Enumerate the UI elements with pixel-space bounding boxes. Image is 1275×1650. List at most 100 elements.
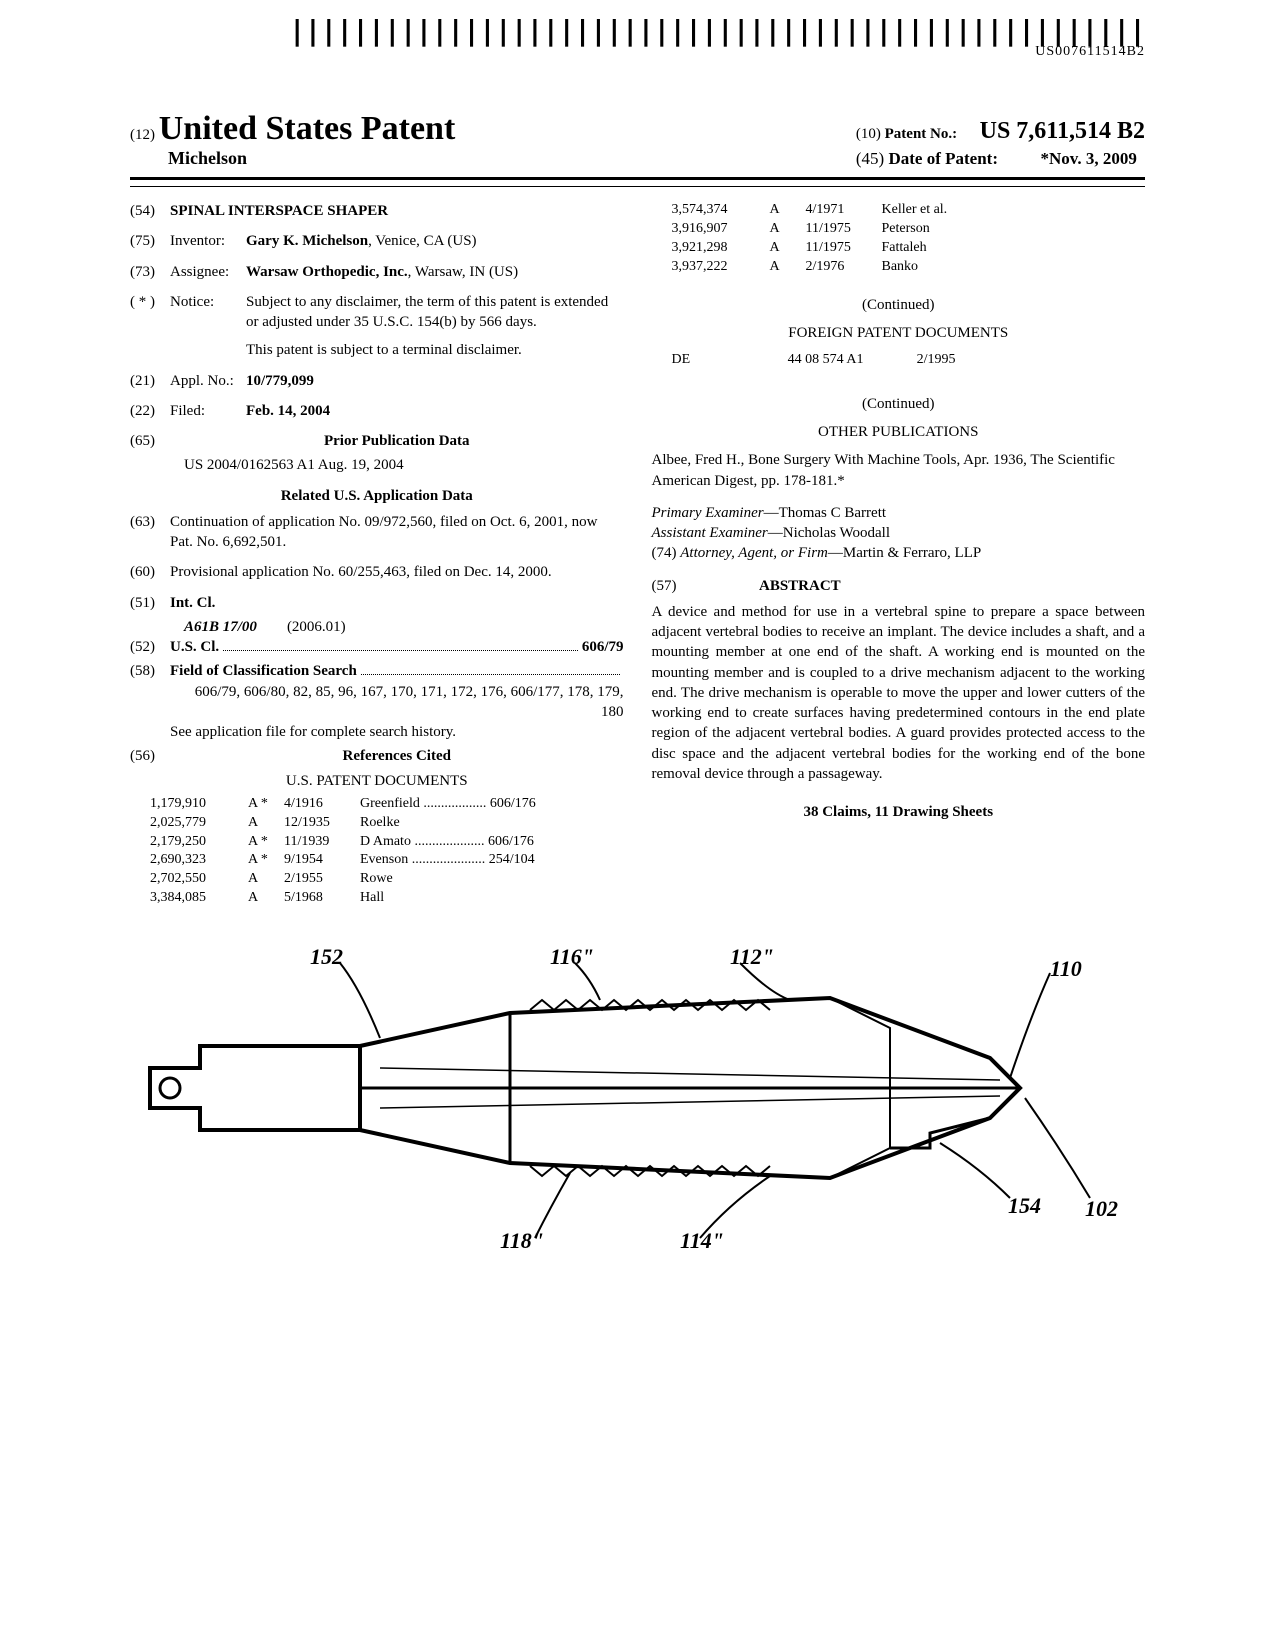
ref-name: Evenson ..................... 254/104 — [360, 851, 624, 870]
prior-pub-label: Prior Publication Data — [324, 433, 470, 449]
field-58-body: Field of Classification Search 606/79, 6… — [170, 661, 624, 742]
table-row: 3,921,298A11/1975Fattaleh — [672, 239, 1146, 258]
header-left: (12) United States Patent Michelson — [130, 110, 455, 169]
field-num: (52) — [130, 637, 170, 657]
foreign-head: FOREIGN PATENT DOCUMENTS — [652, 323, 1146, 343]
header-right: (10) Patent No.: US 7,611,514 B2 (45) Da… — [856, 118, 1145, 169]
abstract-body: A device and method for use in a vertebr… — [652, 602, 1146, 784]
foreign-docs: DE 44 08 574 A1 2/1995 — [672, 351, 1146, 370]
focs-values: 606/79, 606/80, 82, 85, 96, 167, 170, 17… — [170, 682, 624, 723]
fig-label-112: 112" — [730, 944, 774, 970]
atty-num: (74) — [652, 545, 677, 561]
assistant-examiner: Assistant Examiner—Nicholas Woodall — [652, 523, 1146, 543]
ref-kind: A — [248, 870, 272, 889]
table-row: 3,916,907A11/1975Peterson — [672, 220, 1146, 239]
int-cl-line: A61B 17/00 (2006.01) — [184, 617, 624, 637]
table-row: 3,574,374A4/1971Keller et al. — [672, 201, 1146, 220]
provisional-text: Provisional application No. 60/255,463, … — [170, 562, 624, 582]
ref-name: Keller et al. — [882, 201, 1146, 220]
ref-name: Fattaleh — [882, 239, 1146, 258]
rule-thick — [130, 177, 1145, 180]
field-num: ( * ) — [130, 292, 170, 361]
ref-name: Hall — [360, 889, 624, 908]
figure-svg — [130, 938, 1145, 1258]
fig-label-152: 152 — [310, 944, 343, 970]
filed-date: Feb. 14, 2004 — [246, 401, 624, 421]
field-label: Appl. No.: — [170, 371, 246, 391]
field-notice: ( * ) Notice: Subject to any disclaimer,… — [130, 292, 624, 361]
inventor-name: Gary K. Michelson — [246, 233, 368, 249]
fig-label-102: 102 — [1085, 1196, 1118, 1222]
barcode-block: ||||||||||||||||||||||||||||||||||||||||… — [289, 20, 1145, 60]
ref-date: 5/1968 — [284, 889, 348, 908]
patent-author: Michelson — [168, 148, 455, 169]
field-num: (54) — [130, 201, 170, 221]
body-columns: (54) SPINAL INTERSPACE SHAPER (75) Inven… — [130, 201, 1145, 908]
ref-date: 11/1939 — [284, 833, 348, 852]
assignee-value: Warsaw Orthopedic, Inc., Warsaw, IN (US) — [246, 262, 624, 282]
code-12: (12) — [130, 127, 155, 143]
asst-label: Assistant Examiner — [652, 525, 768, 541]
continued-1: (Continued) — [652, 295, 1146, 315]
field-num: (56) — [130, 746, 170, 766]
ref-num: 3,937,222 — [672, 258, 758, 277]
left-column: (54) SPINAL INTERSPACE SHAPER (75) Inven… — [130, 201, 624, 908]
ref-date: 12/1935 — [284, 814, 348, 833]
ref-num: 2,690,323 — [150, 851, 236, 870]
ref-name: Banko — [882, 258, 1146, 277]
field-56: (56) References Cited — [130, 746, 624, 766]
field-22: (22) Filed: Feb. 14, 2004 — [130, 401, 624, 421]
ref-num: 3,574,374 — [672, 201, 758, 220]
atty-name: —Martin & Ferraro, LLP — [828, 545, 981, 561]
patent-figure: 152 116" 112" 110 118" 114" 154 102 — [130, 938, 1145, 1258]
patno-label: Patent No.: — [885, 126, 957, 142]
foreign-num: 44 08 574 A1 — [724, 351, 864, 370]
ref-kind: A — [248, 889, 272, 908]
field-num: (58) — [130, 661, 170, 742]
assignee-name: Warsaw Orthopedic, Inc. — [246, 264, 408, 280]
atty-label: Attorney, Agent, or Firm — [680, 545, 828, 561]
table-row: 3,937,222A2/1976Banko — [672, 258, 1146, 277]
refs-cited-head: References Cited — [170, 746, 624, 766]
int-cl-label: Int. Cl. — [170, 593, 624, 613]
field-num: (51) — [130, 593, 170, 613]
ref-kind: A * — [248, 833, 272, 852]
field-60: (60) Provisional application No. 60/255,… — [130, 562, 624, 582]
field-num: (60) — [130, 562, 170, 582]
ref-kind: A * — [248, 795, 272, 814]
more-docs-table: 3,574,374A4/1971Keller et al.3,916,907A1… — [672, 201, 1146, 277]
ref-kind: A * — [248, 851, 272, 870]
field-num: (22) — [130, 401, 170, 421]
ref-date: 4/1916 — [284, 795, 348, 814]
ref-date: 9/1954 — [284, 851, 348, 870]
table-row: DE 44 08 574 A1 2/1995 — [672, 351, 1146, 370]
us-docs-head: U.S. PATENT DOCUMENTS — [130, 771, 624, 791]
us-cl-val: 606/79 — [582, 637, 624, 657]
assignee-loc: , Warsaw, IN (US) — [408, 264, 518, 280]
fig-label-116: 116" — [550, 944, 594, 970]
ref-num: 3,916,907 — [672, 220, 758, 239]
claims-line: 38 Claims, 11 Drawing Sheets — [652, 802, 1146, 822]
table-row: 3,384,085A5/1968Hall — [150, 889, 624, 908]
table-row: 2,025,779A12/1935Roelke — [150, 814, 624, 833]
barcode-graphic: ||||||||||||||||||||||||||||||||||||||||… — [289, 20, 1145, 42]
field-num: (63) — [130, 512, 170, 553]
int-cl-code: A61B 17/00 — [184, 619, 257, 635]
right-column: 3,574,374A4/1971Keller et al.3,916,907A1… — [652, 201, 1146, 908]
ref-name: Peterson — [882, 220, 1146, 239]
rule-thin — [130, 186, 1145, 187]
invention-title: SPINAL INTERSPACE SHAPER — [170, 201, 624, 221]
fig-label-118: 118" — [500, 1228, 544, 1254]
ref-kind: A — [248, 814, 272, 833]
ref-kind: A — [770, 201, 794, 220]
ref-name: Greenfield .................. 606/176 — [360, 795, 624, 814]
continuation-text: Continuation of application No. 09/972,5… — [170, 512, 624, 553]
attorney: (74) Attorney, Agent, or Firm—Martin & F… — [652, 543, 1146, 563]
ref-date: 11/1975 — [806, 239, 870, 258]
date-label: Date of Patent: — [888, 149, 998, 168]
refs-cited-label: References Cited — [343, 748, 451, 764]
patent-title: United States Patent — [159, 110, 456, 147]
patent-date: *Nov. 3, 2009 — [1040, 149, 1136, 168]
ref-kind: A — [770, 239, 794, 258]
inventor-loc: , Venice, CA (US) — [368, 233, 476, 249]
